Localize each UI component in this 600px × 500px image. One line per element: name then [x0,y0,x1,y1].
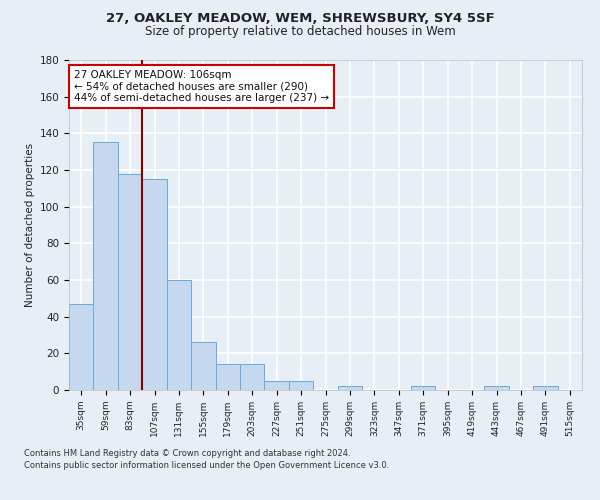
Bar [118,174,142,390]
Bar [338,386,362,390]
Text: 27, OAKLEY MEADOW, WEM, SHREWSBURY, SY4 5SF: 27, OAKLEY MEADOW, WEM, SHREWSBURY, SY4 … [106,12,494,26]
Bar [191,342,215,390]
Bar [215,364,240,390]
Bar [240,364,265,390]
Y-axis label: Number of detached properties: Number of detached properties [25,143,35,307]
Bar [142,179,167,390]
Bar [69,304,94,390]
Text: Contains public sector information licensed under the Open Government Licence v3: Contains public sector information licen… [24,461,389,470]
Text: 27 OAKLEY MEADOW: 106sqm
← 54% of detached houses are smaller (290)
44% of semi-: 27 OAKLEY MEADOW: 106sqm ← 54% of detach… [74,70,329,103]
Bar [484,386,509,390]
Text: Size of property relative to detached houses in Wem: Size of property relative to detached ho… [145,25,455,38]
Text: Contains HM Land Registry data © Crown copyright and database right 2024.: Contains HM Land Registry data © Crown c… [24,448,350,458]
Bar [411,386,436,390]
Bar [533,386,557,390]
Bar [265,381,289,390]
Bar [289,381,313,390]
Bar [167,280,191,390]
Bar [94,142,118,390]
